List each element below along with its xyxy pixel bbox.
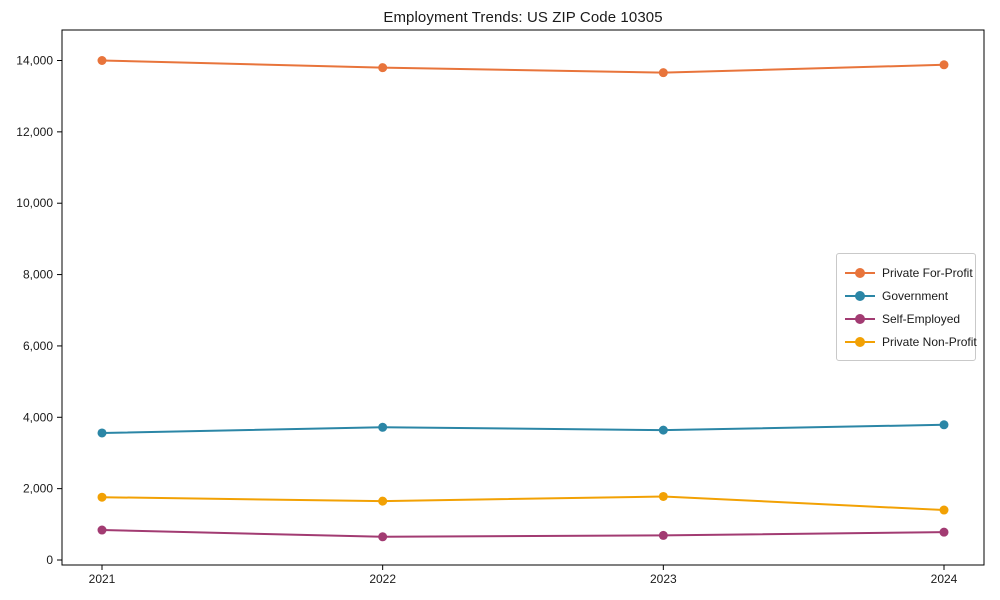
x-axis-tick-label: 2024 bbox=[931, 572, 958, 586]
legend-label: Self-Employed bbox=[882, 311, 961, 326]
data-point-government-2024 bbox=[939, 420, 949, 430]
legend-item-private-for-profit: Private For-Profit bbox=[845, 261, 973, 284]
legend-label: Private For-Profit bbox=[882, 265, 973, 280]
data-point-self-employed-2022 bbox=[378, 532, 388, 542]
y-axis-tick-label: 4,000 bbox=[23, 410, 53, 424]
x-axis-tick-label: 2022 bbox=[369, 572, 396, 586]
y-axis-tick-label: 8,000 bbox=[23, 268, 53, 282]
series-line-government bbox=[101, 423, 945, 434]
data-point-private-for-profit-2022 bbox=[378, 63, 388, 73]
series-line-self-employed bbox=[101, 529, 945, 538]
y-axis-tick-label: 2,000 bbox=[23, 482, 53, 496]
data-point-private-for-profit-2021 bbox=[97, 56, 107, 65]
legend-marker-icon bbox=[845, 290, 875, 301]
data-point-private-for-profit-2024 bbox=[939, 60, 949, 70]
data-point-government-2022 bbox=[378, 422, 388, 432]
data-point-self-employed-2021 bbox=[97, 525, 107, 535]
y-axis-tick-label: 6,000 bbox=[23, 339, 53, 353]
legend-item-private-non-profit: Private Non-Profit bbox=[845, 330, 977, 353]
legend-label: Private Non-Profit bbox=[882, 334, 977, 349]
y-axis-tick-label: 12,000 bbox=[16, 125, 53, 139]
data-point-self-employed-2024 bbox=[939, 527, 949, 537]
x-axis-tick-label: 2021 bbox=[89, 572, 116, 586]
y-axis-tick-label: 10,000 bbox=[16, 196, 53, 210]
data-point-government-2023 bbox=[658, 425, 668, 435]
series-line-private-non-profit bbox=[101, 495, 945, 512]
data-point-private-non-profit-2021 bbox=[97, 492, 107, 502]
legend-marker-icon bbox=[845, 267, 875, 278]
series-line-private-for-profit bbox=[101, 59, 945, 74]
legend-item-self-employed: Self-Employed bbox=[845, 307, 967, 330]
data-point-private-for-profit-2023 bbox=[658, 68, 668, 78]
data-point-private-non-profit-2024 bbox=[939, 505, 949, 515]
data-point-government-2021 bbox=[97, 428, 107, 438]
legend-label: Government bbox=[882, 288, 949, 303]
legend-marker-icon bbox=[845, 313, 875, 324]
data-point-self-employed-2023 bbox=[658, 530, 668, 540]
data-point-private-non-profit-2023 bbox=[658, 491, 668, 501]
legend-item-government: Government bbox=[845, 284, 967, 307]
legend-marker-icon bbox=[845, 336, 875, 347]
data-point-private-non-profit-2022 bbox=[378, 496, 388, 506]
x-axis-tick-label: 2023 bbox=[650, 572, 677, 586]
y-axis-tick-label: 0 bbox=[46, 553, 53, 567]
plot-border bbox=[61, 29, 985, 566]
chart-title: Employment Trends: US ZIP Code 10305 bbox=[383, 9, 663, 26]
chart-legend: Private For-Profit Government Self-Employe… bbox=[836, 253, 977, 361]
y-axis-tick-label: 14,000 bbox=[16, 54, 53, 68]
